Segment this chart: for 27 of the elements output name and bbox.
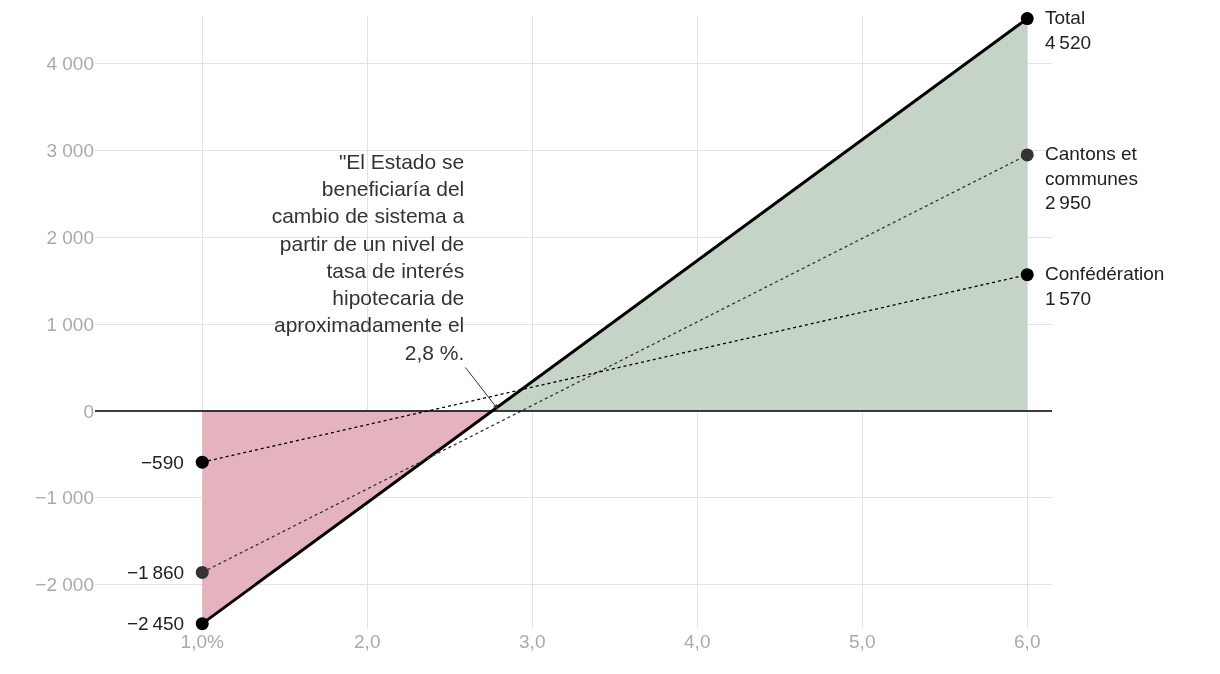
data-label: −2 450 — [127, 613, 185, 634]
data-label: −590 — [141, 452, 184, 473]
y-tick-label: −1 000 — [35, 487, 94, 509]
y-tick-label: 3 000 — [46, 140, 94, 162]
x-tick-label: 4,0 — [684, 631, 711, 652]
data-label: 1 570 — [1045, 287, 1092, 309]
y-tick-label: 1 000 — [46, 313, 94, 335]
x-tick-label: 1,0% — [180, 631, 225, 652]
data-label: −1 860 — [127, 562, 185, 583]
y-tick-label: 2 000 — [46, 227, 94, 249]
series-label: Confédération — [1045, 263, 1165, 284]
x-tick-label: 3,0 — [519, 631, 546, 652]
data-label: 2 950 — [1045, 192, 1092, 214]
y-tick-label: −2 000 — [35, 574, 94, 596]
annotation: "El Estado se beneficiaría del cambio de sistema a partir de un nivel de tasa de interés hipotecaria de aproximadamente el 2,8 %. — [270, 148, 465, 366]
x-tick-label: 6,0 — [1014, 631, 1041, 652]
series-label: Cantons et communes — [1045, 143, 1138, 189]
series-label: Total — [1045, 7, 1086, 28]
point — [1020, 148, 1034, 162]
x-tick-label: 2,0 — [354, 631, 381, 652]
x-tick-label: 5,0 — [849, 631, 876, 652]
y-tick-label: 0 — [83, 400, 94, 422]
point — [1020, 268, 1034, 282]
data-label: 4 520 — [1045, 31, 1092, 53]
point — [195, 565, 209, 579]
point — [195, 455, 209, 469]
y-tick-label: 4 000 — [46, 53, 94, 75]
